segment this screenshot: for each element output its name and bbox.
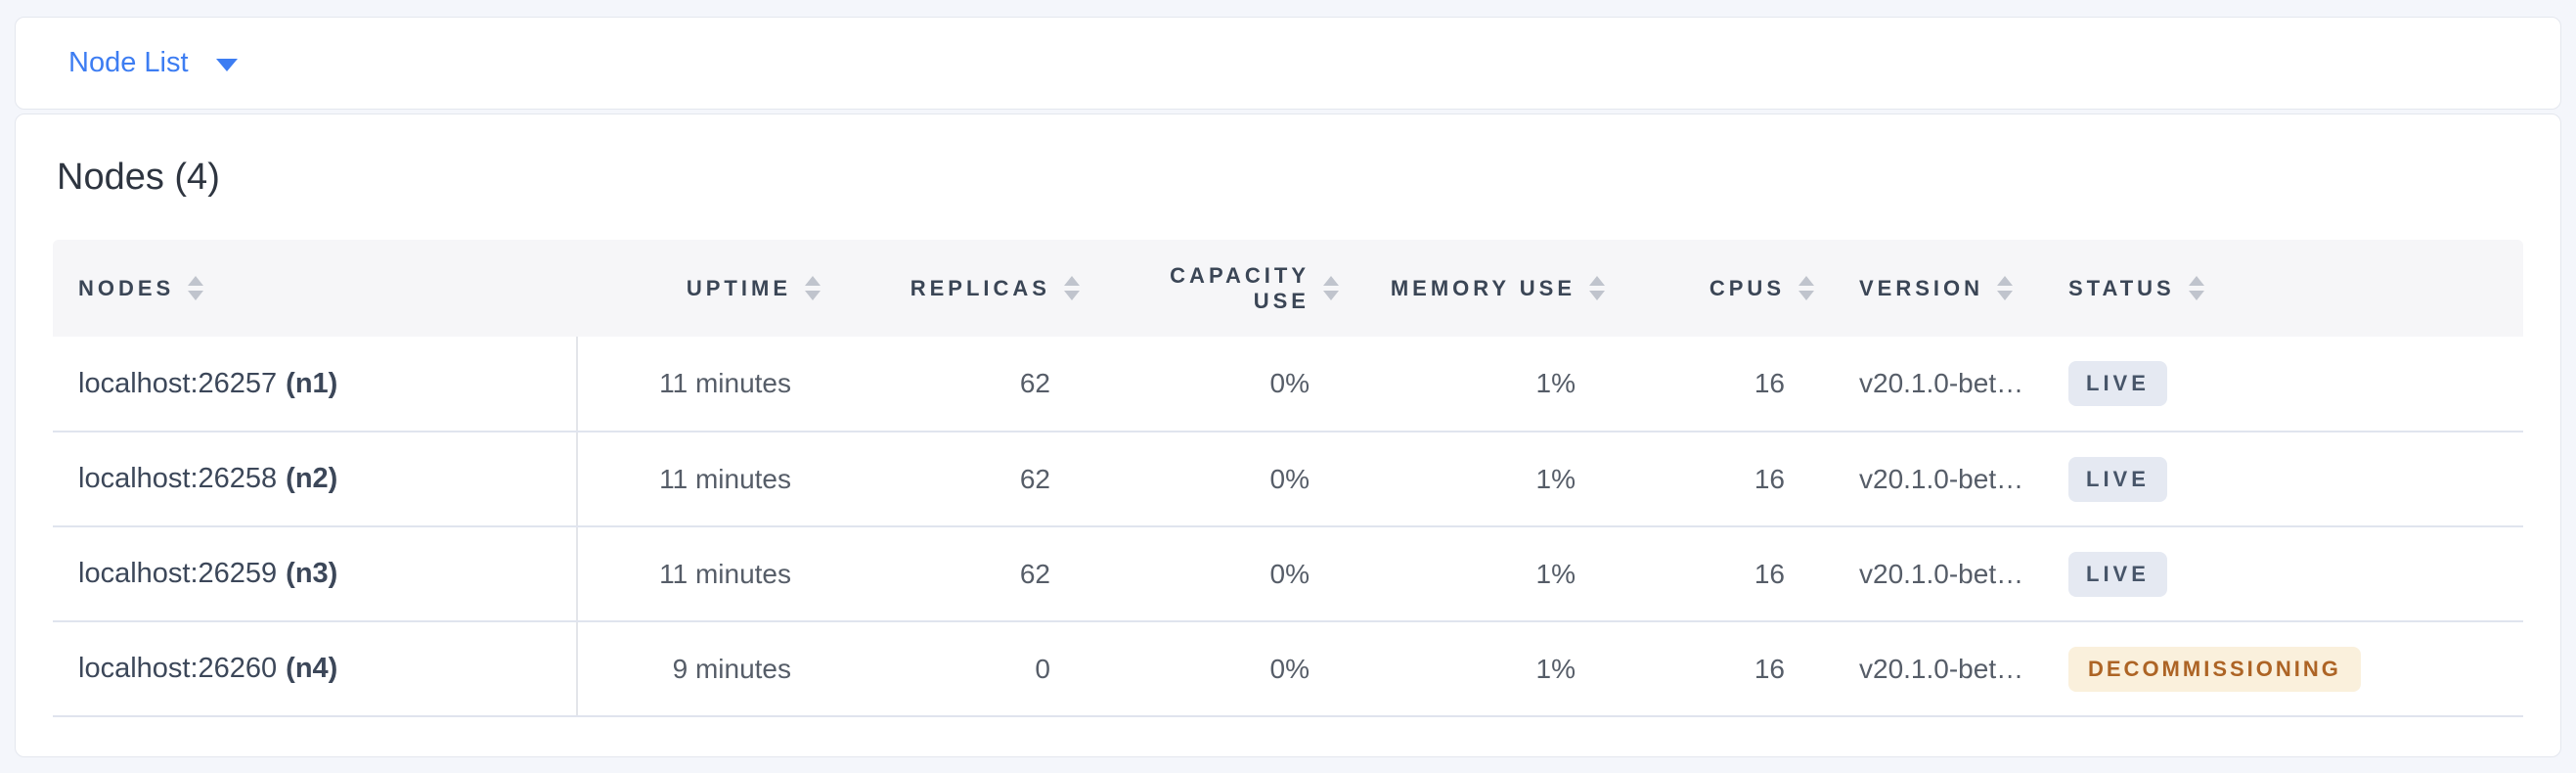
sort-up-arrow-icon bbox=[1064, 276, 1080, 286]
table-row: localhost:26257 (n1) 11 minutes 62 0% 1% 16 v20… bbox=[53, 337, 2523, 432]
nodes-panel: Nodes (4) NODES UPTIME REPLICAS CAPACITY US… bbox=[15, 114, 2561, 757]
sort-icon[interactable] bbox=[1064, 276, 1080, 300]
table-row: localhost:26260 (n4) 9 minutes 0 0% 1% 16 v20.1… bbox=[53, 621, 2523, 717]
cell-uptime: 11 minutes bbox=[577, 432, 850, 527]
sort-down-arrow-icon bbox=[1799, 291, 1814, 300]
status-badge: DECOMMISSIONING bbox=[2068, 646, 2361, 692]
node-id: (n2) bbox=[286, 463, 338, 494]
sort-up-arrow-icon bbox=[2188, 276, 2204, 286]
cell-capacity_use: 0% bbox=[1109, 526, 1368, 622]
table-row: localhost:26259 (n3) 11 minutes 62 0% 1% 16 v20… bbox=[53, 526, 2523, 622]
cell-status: LIVE bbox=[2053, 526, 2523, 622]
chevron-down-icon bbox=[215, 59, 238, 71]
sort-down-arrow-icon bbox=[2188, 291, 2204, 300]
view-selector-bar: Node List bbox=[15, 17, 2561, 110]
cell-cpus: 16 bbox=[1634, 621, 1843, 717]
column-header-cpus[interactable]: CPUS bbox=[1634, 240, 1843, 337]
column-label-version: VERSION bbox=[1859, 275, 1984, 300]
sort-down-arrow-icon bbox=[1064, 291, 1080, 300]
column-label-uptime: UPTIME bbox=[686, 275, 791, 300]
cell-status: DECOMMISSIONING bbox=[2053, 621, 2523, 717]
cell-replicas: 0 bbox=[850, 621, 1109, 717]
sort-icon[interactable] bbox=[1323, 276, 1339, 300]
column-header-replicas[interactable]: REPLICAS bbox=[850, 240, 1109, 337]
sort-icon[interactable] bbox=[1799, 276, 1814, 300]
sort-icon[interactable] bbox=[188, 276, 204, 300]
cell-uptime: 11 minutes bbox=[577, 526, 850, 622]
sort-up-arrow-icon bbox=[188, 276, 204, 286]
node-address: localhost:26258 bbox=[78, 463, 278, 494]
cell-status: LIVE bbox=[2053, 337, 2523, 432]
cell-nodes[interactable]: localhost:26258 (n2) bbox=[53, 432, 578, 527]
cell-replicas: 62 bbox=[850, 337, 1109, 432]
sort-down-arrow-icon bbox=[1589, 291, 1605, 300]
column-header-capacity_use[interactable]: CAPACITY USE bbox=[1109, 240, 1368, 337]
column-header-status[interactable]: STATUS bbox=[2053, 240, 2523, 337]
cell-version: v20.1.0-bet… bbox=[1843, 526, 2053, 622]
status-badge: LIVE bbox=[2068, 456, 2167, 502]
sort-up-arrow-icon bbox=[805, 276, 821, 286]
cell-nodes[interactable]: localhost:26259 (n3) bbox=[53, 526, 578, 622]
cell-nodes[interactable]: localhost:26257 (n1) bbox=[53, 337, 578, 432]
sort-down-arrow-icon bbox=[1997, 291, 2014, 300]
cell-memory_use: 1% bbox=[1368, 432, 1634, 527]
cell-replicas: 62 bbox=[850, 432, 1109, 527]
column-label-status: STATUS bbox=[2068, 275, 2175, 300]
sort-icon[interactable] bbox=[2188, 276, 2204, 300]
page-title: Nodes (4) bbox=[57, 157, 220, 198]
cell-memory_use: 1% bbox=[1368, 526, 1634, 622]
sort-up-arrow-icon bbox=[1997, 276, 2014, 286]
cell-status: LIVE bbox=[2053, 432, 2523, 527]
sort-up-arrow-icon bbox=[1799, 276, 1814, 286]
node-address: localhost:26259 bbox=[78, 558, 278, 589]
node-list-dropdown-label: Node List bbox=[68, 47, 189, 78]
table-row: localhost:26258 (n2) 11 minutes 62 0% 1% 16 v20… bbox=[53, 432, 2523, 527]
column-header-nodes[interactable]: NODES bbox=[53, 240, 577, 337]
sort-icon[interactable] bbox=[1997, 276, 2014, 300]
cell-capacity_use: 0% bbox=[1109, 621, 1368, 717]
status-badge: LIVE bbox=[2068, 551, 2167, 597]
cell-capacity_use: 0% bbox=[1109, 337, 1368, 432]
column-header-memory_use[interactable]: MEMORY USE bbox=[1368, 240, 1634, 337]
node-id: (n1) bbox=[286, 367, 338, 399]
cell-nodes[interactable]: localhost:26260 (n4) bbox=[53, 621, 578, 717]
cell-uptime: 11 minutes bbox=[577, 337, 850, 432]
table-header-row: NODES UPTIME REPLICAS CAPACITY USE MEMORY US… bbox=[53, 240, 2523, 337]
column-header-version[interactable]: VERSION bbox=[1843, 240, 2053, 337]
column-label-nodes: NODES bbox=[78, 275, 175, 300]
cell-cpus: 16 bbox=[1634, 337, 1843, 432]
cell-capacity_use: 0% bbox=[1109, 432, 1368, 527]
column-label-replicas: REPLICAS bbox=[910, 275, 1050, 300]
node-list-dropdown[interactable]: Node List bbox=[68, 49, 238, 77]
cell-version: v20.1.0-bet… bbox=[1843, 432, 2053, 527]
cell-version: v20.1.0-bet… bbox=[1843, 621, 2053, 717]
node-address: localhost:26260 bbox=[78, 653, 278, 684]
column-label-memory_use: MEMORY USE bbox=[1390, 275, 1576, 300]
sort-down-arrow-icon bbox=[188, 291, 204, 300]
sort-up-arrow-icon bbox=[1589, 276, 1605, 286]
sort-up-arrow-icon bbox=[1323, 276, 1339, 286]
column-label-cpus: CPUS bbox=[1709, 275, 1785, 300]
status-badge: LIVE bbox=[2068, 361, 2167, 406]
cell-replicas: 62 bbox=[850, 526, 1109, 622]
cell-memory_use: 1% bbox=[1368, 337, 1634, 432]
nodes-table: NODES UPTIME REPLICAS CAPACITY USE MEMORY US… bbox=[53, 240, 2523, 717]
column-label-capacity_use: CAPACITY USE bbox=[1170, 262, 1310, 313]
sort-down-arrow-icon bbox=[805, 291, 821, 300]
cell-version: v20.1.0-bet… bbox=[1843, 337, 2053, 432]
sort-icon[interactable] bbox=[805, 276, 821, 300]
node-address: localhost:26257 bbox=[78, 367, 278, 399]
sort-icon[interactable] bbox=[1589, 276, 1605, 300]
column-header-uptime[interactable]: UPTIME bbox=[577, 240, 850, 337]
node-id: (n4) bbox=[286, 653, 338, 684]
cell-memory_use: 1% bbox=[1368, 621, 1634, 717]
cell-cpus: 16 bbox=[1634, 526, 1843, 622]
node-id: (n3) bbox=[286, 558, 338, 589]
cell-uptime: 9 minutes bbox=[577, 621, 850, 717]
cell-cpus: 16 bbox=[1634, 432, 1843, 527]
sort-down-arrow-icon bbox=[1323, 291, 1339, 300]
